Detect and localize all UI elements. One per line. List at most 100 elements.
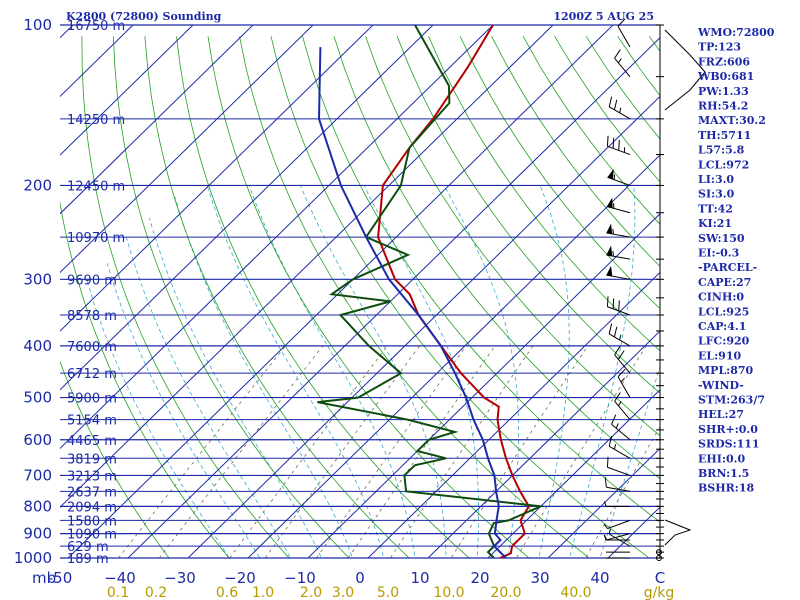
wind-barb-full: [608, 436, 613, 447]
mixing-ratio-line: [347, 345, 496, 558]
mixing-ratio-label: 2.0: [300, 585, 322, 600]
wind-barb-full: [611, 414, 617, 425]
wind-barb-shaft: [608, 445, 631, 459]
wind-barb-full: [614, 392, 621, 402]
wind-barb-full: [608, 96, 613, 107]
moist-adiabat: [174, 196, 354, 558]
dry-adiabat: [365, 36, 660, 437]
wind-barb-full: [612, 298, 615, 309]
isotherm-line: [547, 447, 660, 558]
height-label: 12450 m: [67, 179, 125, 194]
wind-barb-full: [612, 137, 615, 149]
pressure-tick-label: 400: [23, 337, 52, 355]
height-label: 4465 m: [67, 434, 117, 449]
mixing-ratio-line: [585, 426, 660, 558]
wind-barb-shaft: [617, 26, 631, 48]
wind-barb-full: [606, 456, 609, 468]
mixing-ratio-line: [158, 345, 324, 558]
temperature-tick-label: −30: [164, 569, 196, 587]
wind-barb-flag: [606, 223, 613, 234]
pressure-tick-label: 1000: [14, 549, 52, 567]
wind-barb-flag: [606, 197, 613, 209]
index-value: BRN:1.5: [698, 467, 749, 480]
isotherm-line: [0, 13, 25, 569]
mixing-ratio-label: 40.0: [560, 585, 591, 600]
moist-adiabat: [538, 185, 570, 558]
pressure-unit-label: mb: [32, 569, 56, 587]
index-value: SW:150: [698, 232, 745, 245]
dry-adiabat: [775, 36, 800, 569]
mixing-ratio-label: 20.0: [490, 585, 521, 600]
temperature-tick-label: −20: [224, 569, 256, 587]
moist-adiabat: [599, 365, 660, 558]
index-value: CAPE:27: [698, 276, 751, 289]
mixing-ratio-line: [316, 345, 467, 558]
isotherm-line: [60, 25, 494, 450]
wind-barb-full: [617, 18, 626, 27]
index-value: MAXT:30.2: [698, 114, 766, 127]
wind-barb-half: [603, 524, 608, 529]
dry-adiabat: [60, 200, 230, 558]
height-label: 2637 m: [67, 485, 117, 500]
pressure-tick-label: 600: [23, 431, 52, 449]
moist-adiabat: [300, 185, 447, 558]
dry-adiabat: [459, 36, 660, 310]
dry-adiabat: [207, 36, 530, 558]
index-value: EL:910: [698, 349, 741, 362]
wind-barb-full: [614, 345, 621, 356]
dry-adiabat: [60, 360, 170, 558]
index-value: LI:3.0: [698, 173, 734, 186]
temperature-tick-label: 30: [530, 569, 549, 587]
dry-adiabat: [113, 36, 350, 558]
mixing-ratio-line: [515, 345, 647, 558]
index-value: -PARCEL-: [698, 261, 757, 274]
index-value: SHR+:0.0: [698, 423, 758, 436]
index-value: CAP:4.1: [698, 320, 746, 333]
chart-time: 1200Z 5 AUG 25: [553, 10, 654, 23]
wind-barb-half: [612, 228, 614, 235]
moist-adiabat: [149, 217, 322, 558]
wind-barb-half: [619, 107, 622, 113]
wind-barb-full: [618, 139, 620, 151]
dry-adiabat: [333, 36, 660, 480]
mixing-ratio-line: [450, 345, 589, 558]
sounding-traces: [317, 25, 545, 558]
temperature-tick-label: C: [655, 569, 665, 587]
height-label: 629 m: [67, 540, 109, 555]
height-label: 8578 m: [67, 309, 117, 324]
index-value: MPL:870: [698, 364, 754, 377]
mixing-ratio-label: 10.0: [433, 585, 464, 600]
isotherm-line: [60, 25, 194, 156]
index-value: TH:5711: [698, 129, 751, 142]
temperature-tick-label: 20: [470, 569, 489, 587]
wind-barb-shaft: [607, 519, 631, 530]
wind-calm: [656, 555, 662, 561]
temperature-tick-label: -50: [48, 569, 73, 587]
wind-barb-half: [620, 377, 625, 383]
wind-barb-half: [615, 423, 619, 429]
mixing-ratio-lines: [117, 345, 660, 558]
wind-barb-shaft: [614, 400, 631, 420]
height-label: 189 m: [67, 552, 109, 567]
parcel-trace: [317, 47, 507, 558]
dry-adiabat: [396, 36, 660, 394]
isotherm-line: [367, 271, 660, 558]
index-value: LCL:925: [698, 305, 749, 318]
wind-barb-full: [604, 476, 607, 488]
height-label: 3819 m: [67, 452, 117, 467]
index-value: EI:-0.3: [698, 247, 739, 260]
chart-title: K2800 (72800) Sounding: [66, 10, 222, 23]
index-value: -WIND-: [698, 379, 744, 392]
mixing-ratio-label: 0.1: [107, 585, 129, 600]
index-value: CINH:0: [698, 291, 744, 304]
index-value: TP:123: [698, 41, 741, 54]
height-label: 3213 m: [67, 469, 117, 484]
wind-barb-flag: [607, 168, 614, 180]
height-label: 9690 m: [67, 273, 117, 288]
moist-adiabat: [248, 185, 416, 558]
isotherm-line: [67, 25, 614, 558]
height-label: 14250 m: [67, 113, 125, 128]
temperature-tick-label: −40: [104, 569, 136, 587]
height-label: 2094 m: [67, 500, 117, 515]
